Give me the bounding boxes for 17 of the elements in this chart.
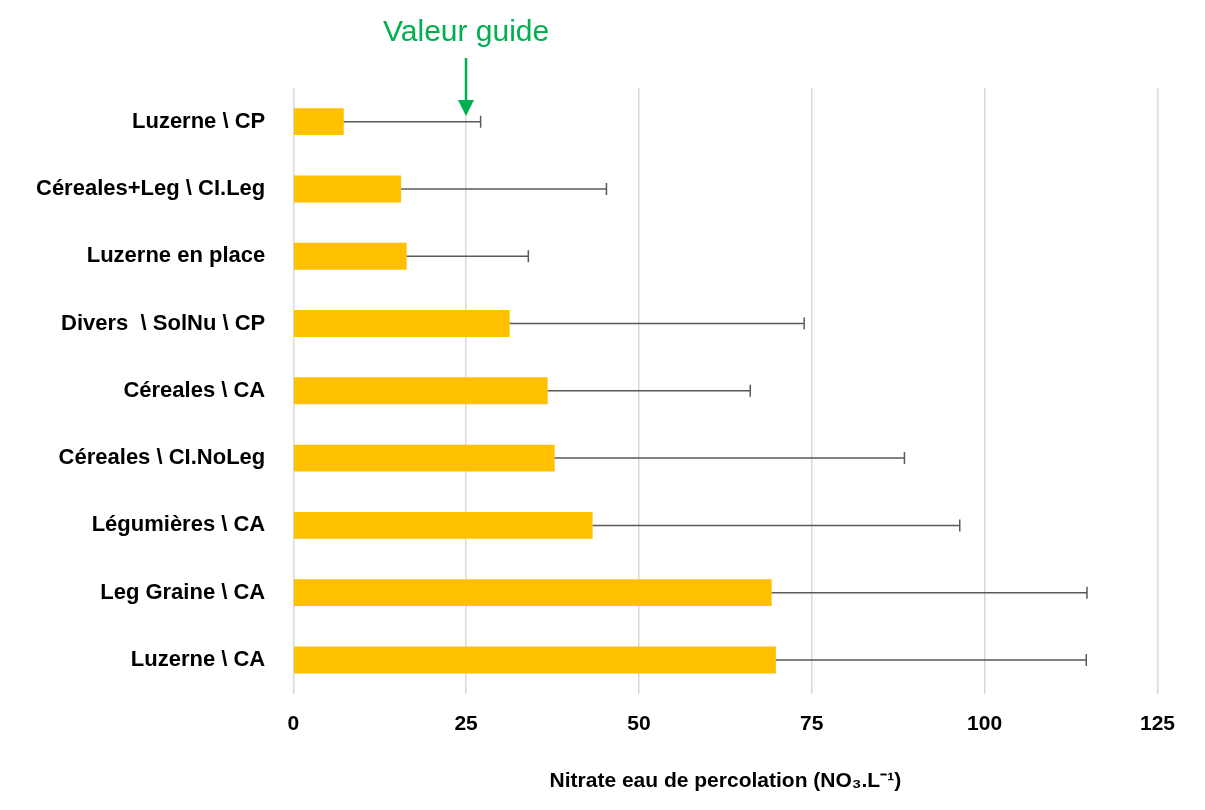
x-tick-label: 0 (287, 711, 300, 734)
x-tick-label: 25 (454, 711, 479, 734)
x-tick-label: 125 (1139, 711, 1176, 734)
y-tick-label: Divers \ SolNu \ CP (61, 309, 266, 335)
y-tick-label: Luzerne \ CA (130, 646, 266, 672)
x-axis-title: Nitrate eau de percolation (NO₃.L⁻¹) (549, 768, 902, 792)
y-tick-label: Légumières \ CA (91, 511, 266, 537)
y-tick-label: Céreales \ CA (123, 376, 266, 402)
ref-line-label: Valeur guide (382, 14, 550, 48)
x-tick-label: 75 (800, 711, 824, 734)
y-tick-label: Céreales \ CI.NoLeg (58, 444, 266, 470)
y-tick-label: Luzerne \ CP (132, 107, 266, 133)
y-tick-label: Céreales+Leg \ CI.Leg (35, 175, 266, 200)
y-tick-label: Leg Graine \ CA (100, 578, 266, 604)
y-tick-label: Luzerne en place (86, 242, 266, 268)
x-tick-label: 50 (627, 711, 651, 734)
x-tick-label: 100 (967, 711, 1003, 734)
